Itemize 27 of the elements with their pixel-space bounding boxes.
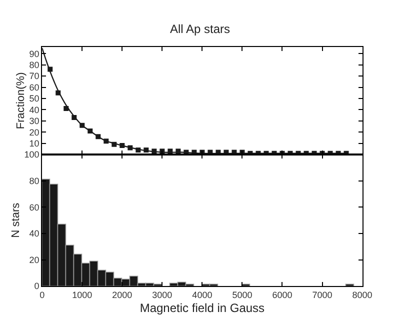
y-tick-label: 90 — [29, 48, 40, 59]
y-tick-label: 50 — [29, 94, 40, 104]
x-tick-label: 3000 — [152, 290, 172, 300]
x-tick-label: 6000 — [272, 290, 292, 300]
y-tick-label: 40 — [29, 228, 40, 239]
y-tick-label: 30 — [29, 116, 40, 126]
y-tick-label: 60 — [29, 82, 40, 92]
x-tick-label: 1000 — [72, 290, 92, 300]
y-axis-title: Fraction(%) — [14, 72, 27, 130]
y-tick-label: 60 — [29, 202, 40, 212]
y-tick-label: 20 — [29, 254, 40, 265]
y-tick-label: 40 — [29, 104, 40, 115]
y-tick-label: 100 — [24, 150, 40, 160]
y-tick-label: 20 — [29, 127, 40, 138]
y-tick-label: 0 — [34, 281, 40, 292]
x-tick-label: 8000 — [352, 290, 372, 300]
x-tick-label: 5000 — [232, 290, 252, 300]
y-tick-label: 80 — [29, 60, 40, 70]
y-tick-label: 70 — [29, 71, 40, 82]
y-tick-label: 80 — [29, 176, 40, 186]
x-tick-label: 2000 — [112, 290, 132, 300]
x-tick-label: 7000 — [312, 290, 332, 300]
x-tick-label: 4000 — [192, 290, 212, 300]
x-axis-title: Magnetic field in Gauss — [140, 300, 265, 315]
y-axis-title: N stars — [10, 202, 22, 238]
y-tick-label: 10 — [29, 138, 40, 148]
chart-title: All Ap stars — [170, 22, 230, 36]
